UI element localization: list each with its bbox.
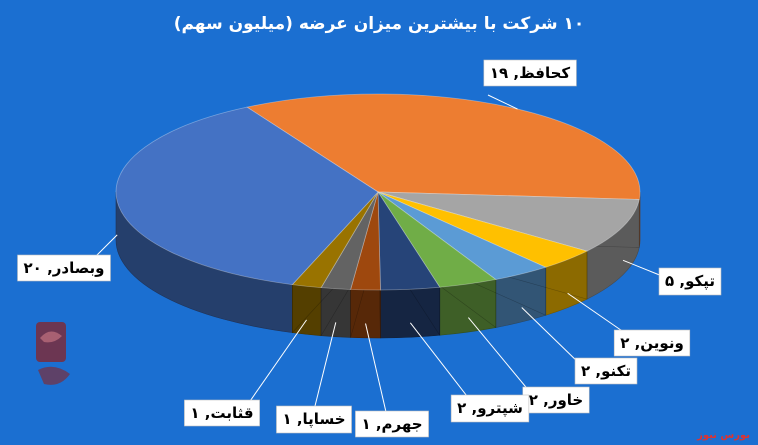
data-label-جهرم: جهرم, ۱ xyxy=(361,415,422,433)
leader-line-5 xyxy=(409,322,471,401)
data-label-خساپا: خساپا, ۱ xyxy=(282,410,345,429)
data-label-box-4 xyxy=(522,386,590,414)
leader-line-8 xyxy=(247,319,307,405)
logo-watermark-icon xyxy=(36,322,70,385)
data-label-box-1 xyxy=(658,267,722,296)
pie-slice-شپترو xyxy=(377,190,441,291)
data-label-box-5 xyxy=(450,394,530,423)
data-label-box-2 xyxy=(613,329,691,357)
pie-side-4 xyxy=(439,279,497,336)
leader-line-7 xyxy=(313,322,337,411)
pie-slice-خاور xyxy=(377,191,497,288)
leader-line-3 xyxy=(521,307,583,367)
data-label-group-6: جهرم, ۱ xyxy=(355,410,429,438)
data-label-تپکو: تپکو, ۵ xyxy=(665,272,715,291)
chart-title: ۱۰ شرکت با بیشترین میزان عرضه (میلیون سه… xyxy=(173,14,585,34)
pie-side-7 xyxy=(320,287,351,338)
pie-side-6 xyxy=(350,289,381,339)
data-label-group-2: ونوین, ۲ xyxy=(613,329,691,357)
pie-slice-وبصادر xyxy=(115,106,379,286)
data-label-group-5: شپترو, ۲ xyxy=(450,394,530,423)
data-label-group-0: کحافظ, ۱۹ xyxy=(483,59,577,87)
data-label-group-4: خاور, ۲ xyxy=(522,386,590,414)
data-label-box-0 xyxy=(483,59,577,87)
pie-slice-قثابت xyxy=(291,191,379,289)
data-label-شپترو: شپترو, ۲ xyxy=(457,399,523,418)
data-label-ونوین: ونوین, ۲ xyxy=(620,334,684,352)
data-label-box-8 xyxy=(184,399,260,427)
data-label-group-1: تپکو, ۵ xyxy=(658,267,722,296)
data-label-box-9 xyxy=(17,254,111,282)
leader-line-0 xyxy=(487,94,518,110)
data-label-وبصادر: وبصادر, ۲۰ xyxy=(24,259,105,277)
leader-line-1 xyxy=(622,259,663,277)
data-label-box-6 xyxy=(355,410,429,438)
pie-slice-خساپا xyxy=(320,191,379,290)
data-label-کحافظ: کحافظ, ۱۹ xyxy=(490,64,571,82)
data-label-تکنو: تکنو, ۲ xyxy=(581,362,631,380)
leader-line-4 xyxy=(468,317,531,393)
leader-line-6 xyxy=(365,323,387,413)
pie-slice-تپکو xyxy=(377,191,640,252)
data-label-خاور: خاور, ۲ xyxy=(529,391,583,409)
pie-side-5 xyxy=(380,286,441,339)
pie-slice-تکنو xyxy=(377,191,547,280)
data-label-group-9: وبصادر, ۲۰ xyxy=(17,254,111,282)
source-text: بورس نیوز xyxy=(697,430,750,441)
data-label-group-3: تکنو, ۲ xyxy=(574,357,638,385)
leader-line-2 xyxy=(567,292,629,336)
pie-slice-ونوین xyxy=(377,191,589,268)
data-label-group-7: خساپا, ۱ xyxy=(276,405,352,434)
data-label-قثابت: قثابت, ۱ xyxy=(190,404,253,422)
pie-slice-جهرم xyxy=(350,191,381,291)
data-label-group-8: قثابت, ۱ xyxy=(184,399,260,427)
data-label-box-3 xyxy=(574,357,638,385)
data-label-box-7 xyxy=(276,405,352,434)
